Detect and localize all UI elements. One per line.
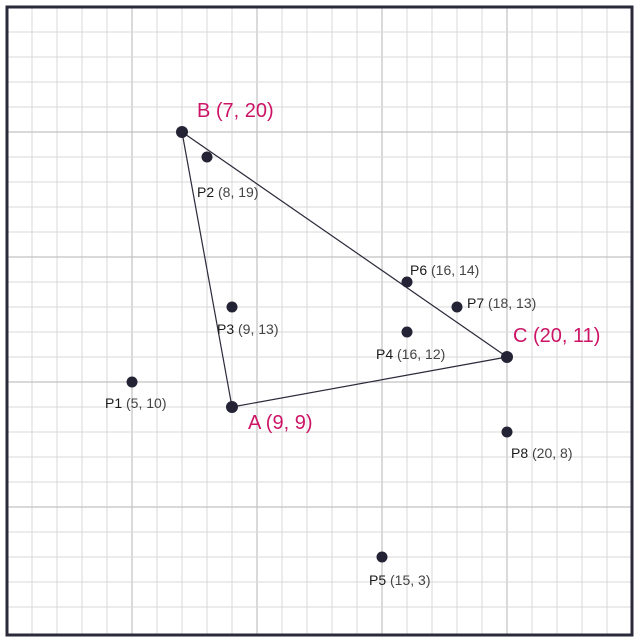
point-p8-label: P8 (20, 8) [511,445,572,461]
point-p4-marker [401,326,413,338]
point-name: P6 [410,262,431,278]
point-name: P2 [197,184,218,200]
point-p6-label: P6 (16, 14) [410,262,479,278]
point-coords: (8, 19) [218,184,258,200]
point-p6-marker [401,276,413,288]
triangle-edges [181,131,508,408]
point-name: P3 [217,321,238,337]
vertex-b-label: B (7, 20) [197,100,274,122]
point-coords: (20, 8) [532,445,572,461]
labeled-points: P1 (5, 10) P2 (8, 19) P3 (9, 13) P4 (16, 12… [105,151,572,588]
point-p7-marker [451,301,463,313]
point-p5-marker [376,551,388,563]
point-name: P5 [369,572,390,588]
point-coords: (18, 13) [488,295,536,311]
point-name: P1 [105,395,126,411]
point-p1-marker [126,376,138,388]
point-coords: (5, 10) [126,395,166,411]
point-coords: (16, 12) [397,346,445,362]
triangle-vertices: A (9, 9) B (7, 20) C (20, 11) [176,100,600,434]
point-coords: (16, 14) [431,262,479,278]
vertex-b-marker [176,126,188,138]
triangle-edge-AB [181,131,233,408]
point-name: P7 [467,295,488,311]
point-coords: (15, 3) [390,572,430,588]
point-p1-label: P1 (5, 10) [105,395,166,411]
vertex-c-label: C (20, 11) [513,325,600,347]
triangle-edge-BC [181,131,508,358]
point-p5-label: P5 (15, 3) [369,572,430,588]
vertex-c-marker [501,351,513,363]
point-coords: (9, 13) [238,321,278,337]
point-name: P8 [511,445,532,461]
point-p7-label: P7 (18, 13) [467,295,536,311]
point-name: P4 [376,346,397,362]
triangle-edge-CA [231,356,508,408]
point-p4-label: P4 (16, 12) [376,346,445,362]
grid [8,8,631,634]
point-p8-marker [501,426,513,438]
point-p3-marker [226,301,238,313]
point-p2-marker [201,151,213,163]
point-p2-label: P2 (8, 19) [197,184,258,200]
vertex-a-label: A (9, 9) [248,412,312,434]
vertex-a-marker [226,401,238,413]
point-p3-label: P3 (9, 13) [217,321,278,337]
diagram-frame [5,5,634,637]
